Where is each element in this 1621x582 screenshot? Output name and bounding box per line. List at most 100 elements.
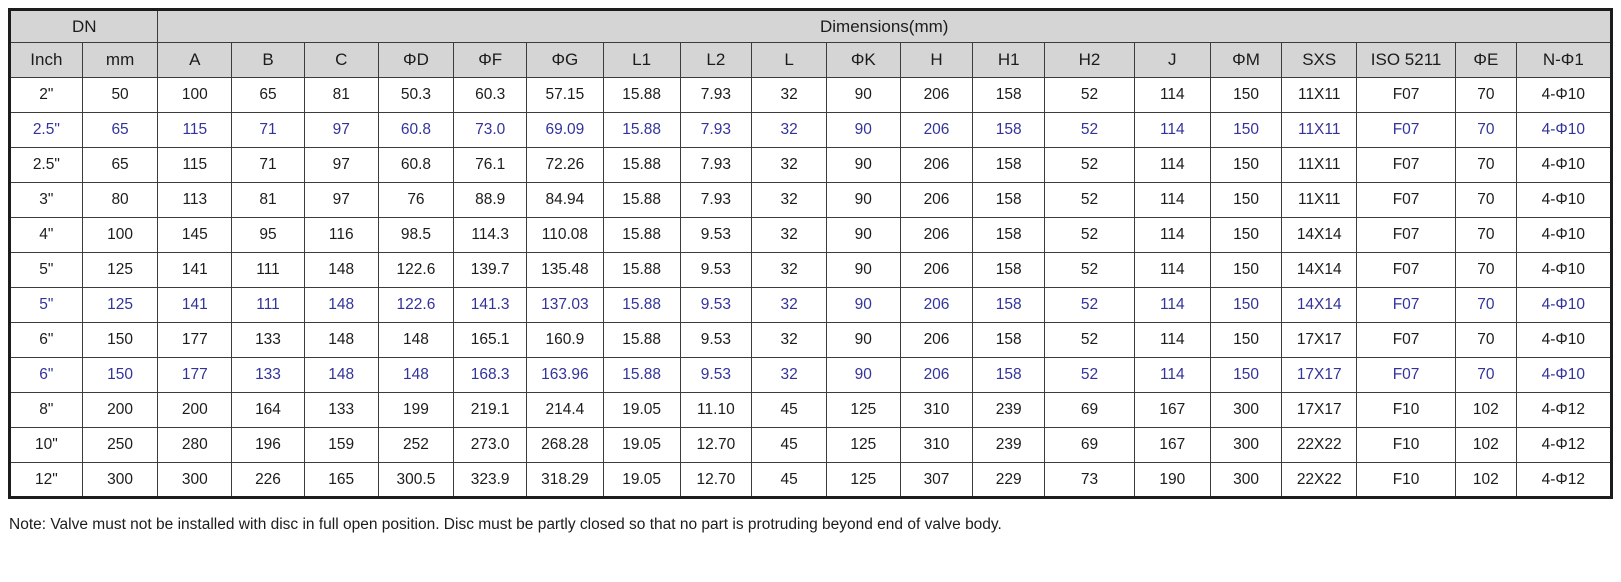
table-cell: 200: [157, 392, 233, 428]
table-cell: 145: [157, 217, 233, 253]
table-cell: 97: [303, 112, 379, 148]
table-cell: 97: [303, 182, 379, 218]
table-cell: 150: [1209, 252, 1283, 288]
table-cell: 2": [9, 77, 83, 113]
table-cell: 158: [972, 112, 1046, 148]
column-header-iso-5211: ISO 5211: [1356, 42, 1457, 78]
table-cell: 32: [751, 357, 827, 393]
table-cell: 76.1: [453, 147, 528, 183]
column-header-e: ΦE: [1455, 42, 1517, 78]
table-cell: 113: [157, 182, 233, 218]
table-cell: 32: [751, 287, 827, 323]
table-cell: 76: [377, 182, 455, 218]
table-cell: 17X17: [1281, 357, 1358, 393]
table-cell: 9.53: [679, 252, 753, 288]
table-cell: 9.53: [679, 322, 753, 358]
table-cell: 307: [899, 462, 974, 498]
table-cell: 114: [1133, 182, 1211, 218]
column-header-j: J: [1133, 42, 1211, 78]
table-cell: 150: [1209, 147, 1283, 183]
table-cell: 12.70: [679, 462, 753, 498]
table-cell: F07: [1356, 217, 1457, 253]
table-cell: 114.3: [453, 217, 528, 253]
table-cell: 114: [1133, 112, 1211, 148]
table-cell: 4-Φ10: [1515, 217, 1613, 253]
table-cell: 141.3: [453, 287, 528, 323]
table-cell: 14X14: [1281, 217, 1358, 253]
table-cell: 15.88: [602, 112, 681, 148]
table-cell: 45: [751, 462, 827, 498]
table-row: 6" 150 177 133 148 148 165.1 160.9 15.88 9.53 32 90…: [9, 322, 1613, 358]
table-cell: 206: [899, 182, 974, 218]
table-cell: 168.3: [453, 357, 528, 393]
table-cell: 15.88: [602, 217, 681, 253]
column-header-d: ΦD: [377, 42, 455, 78]
table-cell: 70: [1455, 77, 1517, 113]
table-cell: 323.9: [453, 462, 528, 498]
column-header-n-1: N-Φ1: [1515, 42, 1613, 78]
table-cell: 12": [9, 462, 83, 498]
table-cell: 273.0: [453, 427, 528, 463]
table-cell: 12.70: [679, 427, 753, 463]
table-cell: 206: [899, 252, 974, 288]
table-cell: 148: [377, 322, 455, 358]
table-cell: 90: [825, 182, 901, 218]
table-cell: 2.5": [9, 112, 83, 148]
table-cell: 22X22: [1281, 462, 1358, 498]
table-cell: 114: [1133, 252, 1211, 288]
table-cell: 70: [1455, 182, 1517, 218]
table-cell: 125: [81, 252, 159, 288]
table-cell: 7.93: [679, 77, 753, 113]
table-cell: 148: [303, 252, 379, 288]
table-cell: 32: [751, 252, 827, 288]
table-cell: 115: [157, 147, 233, 183]
table-cell: 300.5: [377, 462, 455, 498]
table-cell: 84.94: [526, 182, 604, 218]
table-cell: 4-Φ10: [1515, 287, 1613, 323]
table-row: 8" 200 200 164 133 199 219.1 214.4 19.05 11.10 45 1…: [9, 392, 1613, 428]
table-cell: 7.93: [679, 112, 753, 148]
table-cell: 102: [1455, 427, 1517, 463]
table-cell: 22X22: [1281, 427, 1358, 463]
table-cell: 52: [1044, 77, 1135, 113]
table-cell: 6": [9, 357, 83, 393]
table-cell: 15.88: [602, 77, 681, 113]
table-cell: 229: [972, 462, 1046, 498]
table-cell: 133: [231, 322, 305, 358]
table-cell: 15.88: [602, 182, 681, 218]
table-cell: 133: [303, 392, 379, 428]
table-cell: 15.88: [602, 322, 681, 358]
column-header-inch: Inch: [9, 42, 83, 78]
table-cell: 4-Φ10: [1515, 252, 1613, 288]
table-cell: 11X11: [1281, 112, 1358, 148]
table-cell: 150: [1209, 357, 1283, 393]
table-cell: 4-Φ10: [1515, 357, 1613, 393]
table-cell: 81: [231, 182, 305, 218]
table-cell: 15.88: [602, 357, 681, 393]
table-cell: 32: [751, 112, 827, 148]
group-header-dimensions-mm: Dimensions(mm): [157, 9, 1612, 43]
table-cell: 45: [751, 427, 827, 463]
table-cell: 52: [1044, 112, 1135, 148]
table-cell: 150: [1209, 77, 1283, 113]
table-header: DN Dimensions(mm) Inch mm A B C ΦD ΦF ΦG L1 L2 L ΦK H H…: [8, 9, 1613, 78]
table-cell: 125: [81, 287, 159, 323]
table-cell: 15.88: [602, 287, 681, 323]
table-cell: 52: [1044, 147, 1135, 183]
table-cell: F07: [1356, 147, 1457, 183]
table-cell: F07: [1356, 357, 1457, 393]
table-cell: 90: [825, 287, 901, 323]
table-cell: 199: [377, 392, 455, 428]
table-cell: 98.5: [377, 217, 455, 253]
table-cell: 150: [1209, 112, 1283, 148]
table-cell: 150: [1209, 217, 1283, 253]
table-cell: 32: [751, 77, 827, 113]
table-cell: 196: [231, 427, 305, 463]
table-cell: 50: [81, 77, 159, 113]
table-cell: 167: [1133, 427, 1211, 463]
table-cell: 158: [972, 182, 1046, 218]
table-cell: 2.5": [9, 147, 83, 183]
column-header-l: L: [751, 42, 827, 78]
column-header-row: Inch mm A B C ΦD ΦF ΦG L1 L2 L ΦK H H1 H2 J ΦM SXS ISO 521…: [9, 42, 1613, 78]
